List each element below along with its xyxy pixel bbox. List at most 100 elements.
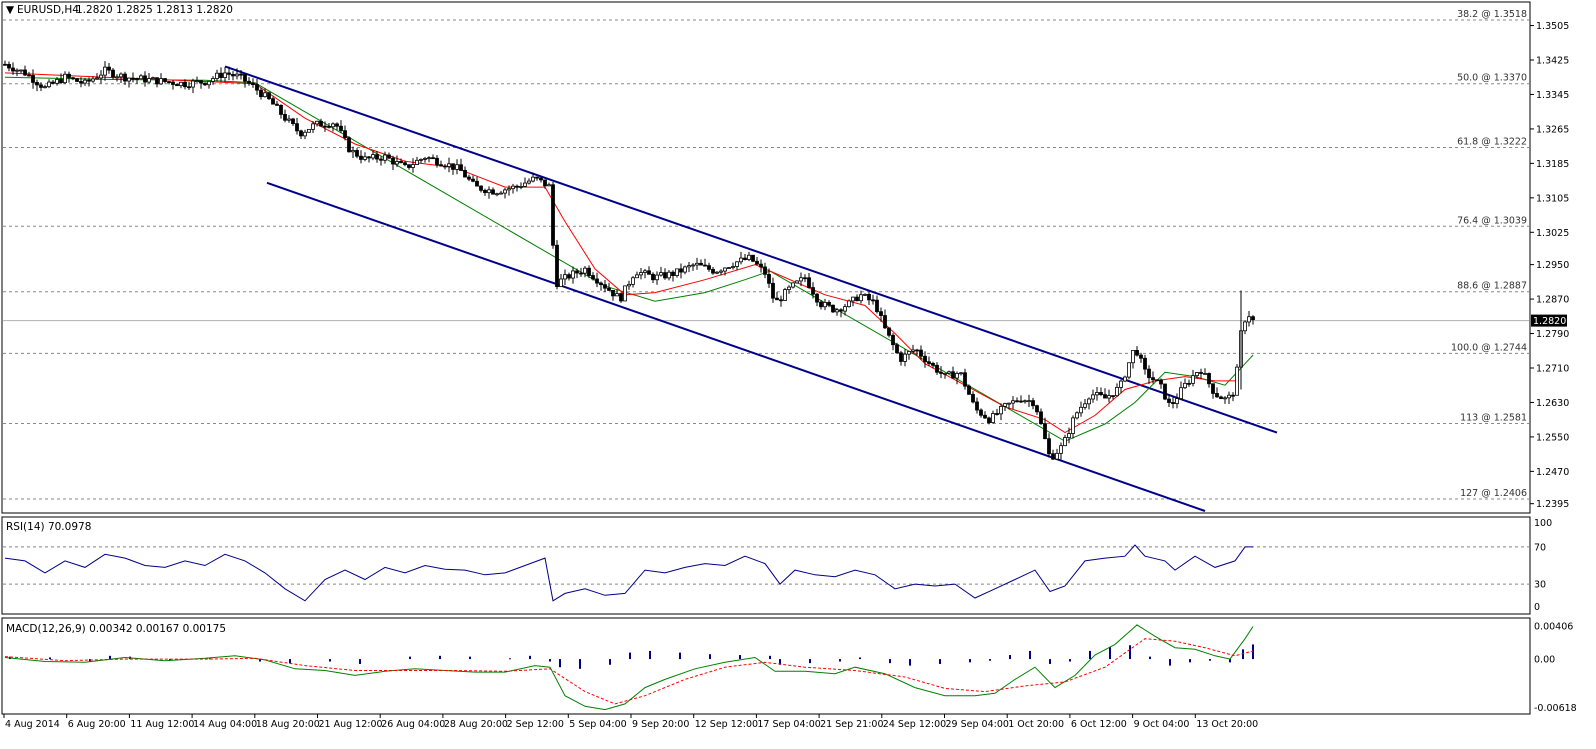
macd-hist-bar — [509, 658, 511, 660]
candle-body — [1031, 400, 1035, 407]
macd-hist-bar — [709, 654, 711, 660]
candle — [735, 261, 739, 271]
candle — [1071, 415, 1075, 439]
candle — [403, 160, 407, 167]
candle-body — [1083, 403, 1087, 408]
macd-hist-bar — [169, 659, 171, 661]
candle — [831, 304, 835, 314]
candle-body — [487, 189, 491, 194]
candle-body — [659, 272, 663, 276]
macd-tick-label-0: 0.00406 — [1534, 622, 1573, 633]
candle-body — [623, 285, 627, 302]
candle — [655, 271, 659, 285]
macd-indicator — [4, 624, 1254, 711]
candle-body — [887, 327, 891, 336]
candle-body — [843, 306, 847, 312]
candle — [815, 292, 819, 307]
price-tick-label-14: 1.2395 — [1536, 499, 1569, 510]
candle — [311, 120, 315, 133]
candle-body — [387, 154, 391, 159]
candle-body — [1059, 445, 1063, 454]
candle — [467, 174, 471, 182]
candle-body — [471, 178, 475, 182]
candle — [1183, 378, 1187, 390]
candle — [811, 282, 815, 299]
candle-body — [443, 165, 447, 168]
candle-body — [463, 170, 467, 178]
candle-body — [499, 192, 503, 195]
candle-body — [239, 73, 243, 76]
macd-hist-bar — [1149, 656, 1151, 660]
candle-body — [79, 81, 83, 84]
candle-body — [1063, 437, 1067, 447]
rsi-line — [4, 544, 1253, 602]
candle — [23, 65, 27, 76]
candle-body — [563, 274, 567, 280]
candle-body — [347, 137, 351, 153]
candle-body — [1191, 375, 1195, 384]
candle-body — [675, 268, 679, 276]
candle — [639, 267, 643, 280]
candle — [295, 117, 299, 135]
candle-body — [1187, 382, 1191, 385]
time-tick-label-6: 26 Aug 04:00 — [381, 719, 445, 730]
candle-body — [851, 296, 855, 302]
symbol-dropdown-icon[interactable]: ▼ — [6, 4, 15, 16]
candle — [195, 76, 199, 83]
candle-body — [755, 260, 759, 265]
candle-body — [1231, 394, 1235, 397]
candle-body — [135, 78, 139, 80]
candle-body — [83, 79, 87, 84]
candle — [511, 183, 515, 194]
candle-body — [559, 278, 563, 287]
candle-body — [87, 79, 91, 82]
candle-body — [1055, 452, 1059, 460]
price-tick-label-7: 1.2950 — [1536, 260, 1569, 271]
candle-body — [607, 287, 611, 291]
candle — [607, 282, 611, 292]
candle-body — [1111, 395, 1115, 397]
candle — [1115, 383, 1119, 397]
candle — [651, 272, 655, 284]
candle — [1059, 442, 1063, 460]
candle-body — [935, 364, 939, 373]
candle-body — [367, 156, 371, 159]
candle — [39, 82, 43, 91]
candle — [387, 152, 391, 159]
candle-body — [595, 278, 599, 284]
candle — [203, 82, 207, 86]
candle — [51, 79, 55, 85]
candle-body — [315, 120, 319, 125]
candle-body — [67, 73, 71, 79]
candle — [823, 298, 827, 311]
candle-body — [687, 265, 691, 268]
macd-hist-bar — [989, 659, 991, 661]
candle — [759, 259, 763, 273]
candle — [679, 263, 683, 279]
candle-body — [251, 82, 255, 86]
candle-body — [483, 189, 487, 194]
candle-body — [751, 254, 755, 262]
candle — [879, 307, 883, 322]
candle-body — [1175, 398, 1179, 405]
macd-hist-bar — [579, 659, 581, 669]
candle-body — [1091, 394, 1095, 400]
candle-body — [783, 289, 787, 301]
candle-body — [979, 409, 983, 416]
candle — [623, 285, 627, 302]
candle-body — [447, 163, 451, 167]
time-tick-label-4: 18 Aug 20:00 — [256, 719, 320, 730]
macd-main-line — [4, 624, 1254, 711]
candle-body — [1211, 383, 1215, 394]
candle — [179, 81, 183, 89]
candle — [431, 154, 435, 160]
candle-body — [1107, 395, 1111, 399]
candle-body — [1115, 387, 1119, 397]
fib-label-5: 100.0 @ 1.2744 — [1451, 342, 1527, 353]
candle — [11, 62, 15, 75]
candle-body — [1011, 400, 1015, 404]
candle — [515, 184, 519, 192]
candle — [907, 350, 911, 360]
candle — [819, 300, 823, 310]
